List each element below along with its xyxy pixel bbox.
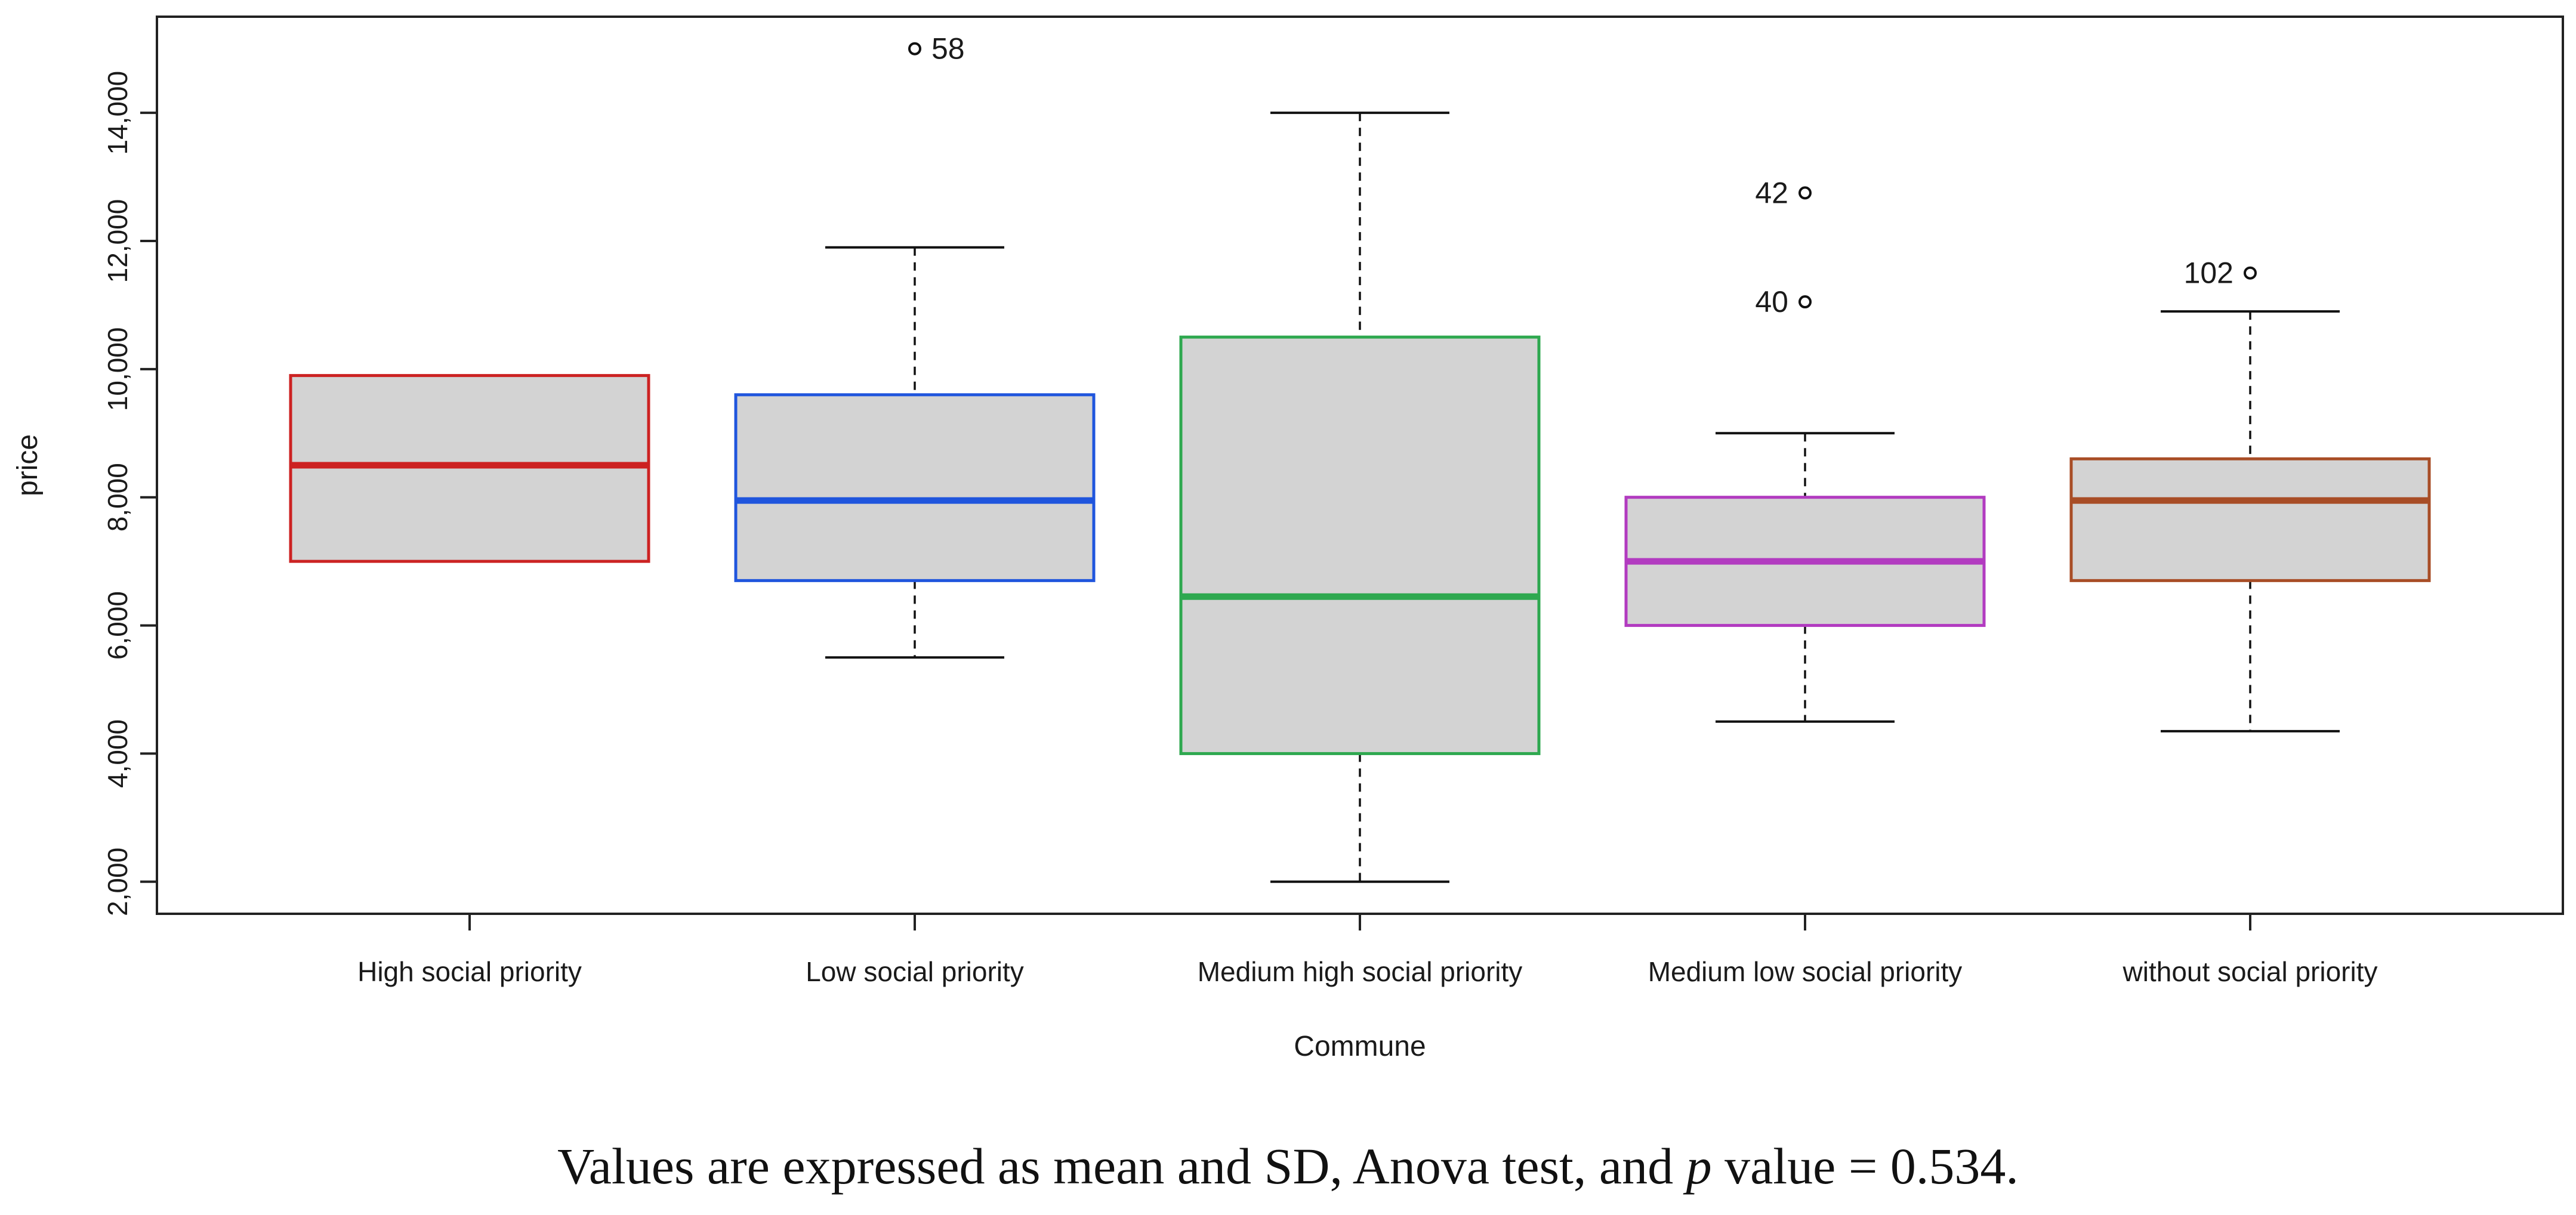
outlier-label: 40 — [1755, 285, 1788, 319]
x-tick-label: without social priority — [2122, 956, 2378, 987]
y-tick-label: 4,000 — [102, 719, 133, 788]
figure-caption: Values are expressed as mean and SD, Ano… — [0, 1136, 2576, 1196]
y-axis-title: price — [12, 434, 44, 496]
outlier-point — [1798, 295, 1812, 309]
y-axis: 2,000 4,000 6,000 8,000 10,000 12,000 14,000 — [102, 71, 157, 916]
x-tick-label: Low social priority — [806, 956, 1024, 987]
boxplot-chart: 2,000 4,000 6,000 8,000 10,000 12,000 14,000 H… — [12, 16, 2564, 1062]
outlier-label: 102 — [2184, 256, 2233, 290]
y-tick-label: 6,000 — [102, 591, 133, 660]
y-tick-label: 14,000 — [102, 71, 133, 155]
box-group: 102 — [2069, 256, 2431, 732]
box-group — [1179, 112, 1541, 883]
y-tick-label: 10,000 — [102, 327, 133, 412]
boxes: 58 40 42 102 — [289, 32, 2431, 883]
box-group: 58 — [734, 32, 1096, 659]
outlier-label: 58 — [931, 32, 965, 66]
box-iqr — [1179, 335, 1541, 755]
outlier-point — [2244, 266, 2257, 280]
y-tick-label: 12,000 — [102, 199, 133, 283]
x-tick-label: Medium high social priority — [1198, 956, 1523, 987]
outlier-point — [908, 42, 921, 55]
caption-text-after: value = 0.534. — [1711, 1137, 2019, 1195]
caption-text-before: Values are expressed as mean and SD, Ano… — [557, 1137, 1686, 1195]
box-group: 40 42 — [1624, 176, 1986, 723]
outlier-point — [1798, 186, 1812, 200]
y-tick-label: 8,000 — [102, 463, 133, 531]
x-axis-title: Commune — [1294, 1031, 1426, 1062]
box-group — [289, 374, 650, 563]
box-iqr — [734, 393, 1096, 582]
y-tick-label: 2,000 — [102, 848, 133, 916]
outlier-label: 42 — [1755, 176, 1788, 209]
x-tick-label: Medium low social priority — [1648, 956, 1963, 987]
x-tick-label: High social priority — [357, 956, 582, 987]
caption-p-symbol: p — [1686, 1137, 1712, 1195]
x-axis: High social priority Low social priority M… — [357, 914, 2377, 987]
box-iqr — [2069, 457, 2431, 582]
